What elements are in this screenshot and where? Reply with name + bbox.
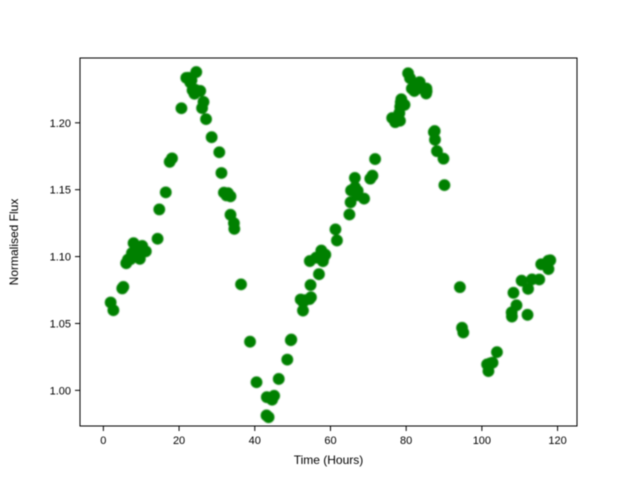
svg-text:1.15: 1.15 (50, 185, 71, 197)
svg-text:Normalised Flux: Normalised Flux (7, 199, 21, 286)
svg-text:1.00: 1.00 (50, 385, 71, 397)
svg-text:1.20: 1.20 (50, 118, 71, 130)
svg-text:1.05: 1.05 (50, 318, 71, 330)
svg-text:100: 100 (473, 435, 491, 447)
svg-text:40: 40 (249, 435, 261, 447)
svg-text:20: 20 (173, 435, 185, 447)
svg-text:0: 0 (100, 435, 106, 447)
svg-text:60: 60 (324, 435, 336, 447)
svg-text:Time (Hours): Time (Hours) (294, 453, 364, 467)
svg-text:1.10: 1.10 (50, 252, 71, 264)
svg-text:120: 120 (548, 435, 566, 447)
svg-text:80: 80 (400, 435, 412, 447)
